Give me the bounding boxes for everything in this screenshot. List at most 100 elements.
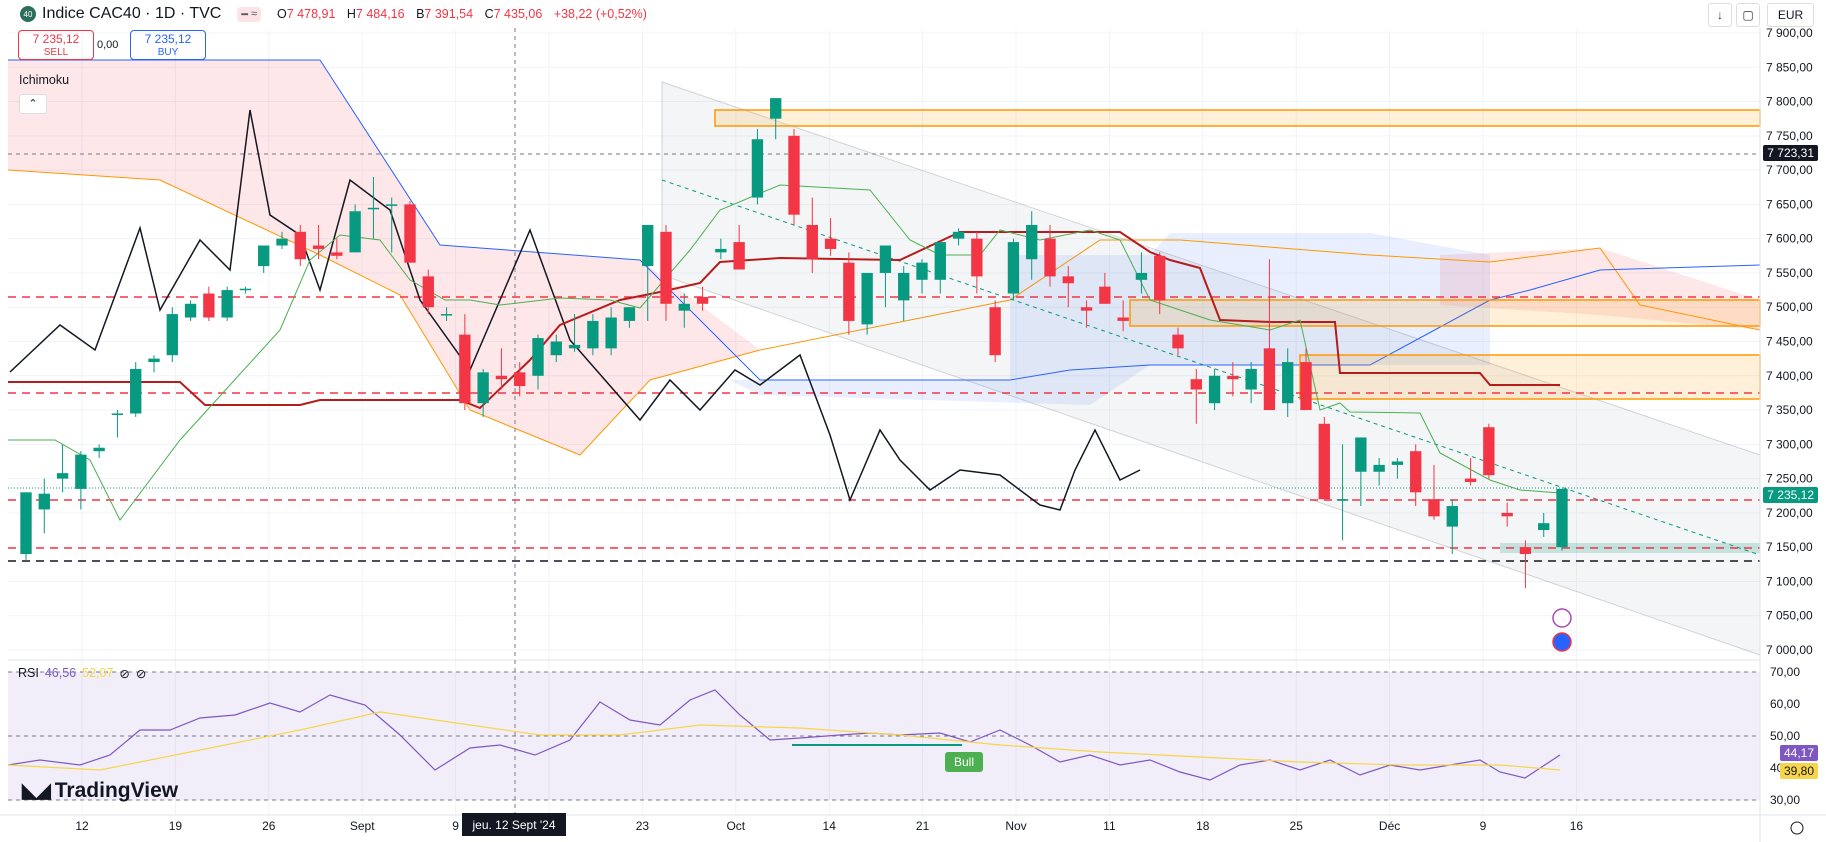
candle-body[interactable] xyxy=(111,413,124,415)
candle-body[interactable] xyxy=(751,139,764,198)
candle-body[interactable] xyxy=(1336,499,1349,501)
candle-body[interactable] xyxy=(422,276,434,308)
candle-body[interactable] xyxy=(568,344,581,349)
candle-body[interactable] xyxy=(733,242,745,270)
candle-body[interactable] xyxy=(440,314,453,316)
candle-body[interactable] xyxy=(1373,464,1385,472)
candle-body[interactable] xyxy=(331,252,343,256)
candle-body[interactable] xyxy=(166,314,178,356)
candle-body[interactable] xyxy=(130,368,142,414)
candle-body[interactable] xyxy=(221,290,233,318)
sell-button[interactable]: 7 235,12 SELL xyxy=(18,30,94,60)
rsi-legend[interactable]: RSI 46,56 52,07 ⊘ ⊘ xyxy=(18,666,146,681)
candle-body[interactable] xyxy=(367,207,380,210)
economic-event-icon[interactable] xyxy=(1552,632,1572,652)
candle-body[interactable] xyxy=(861,272,873,325)
candle-body[interactable] xyxy=(660,231,672,304)
candle-body[interactable] xyxy=(1318,423,1330,500)
candle-body[interactable] xyxy=(38,493,50,510)
candle-body[interactable] xyxy=(1135,272,1148,280)
candle-body[interactable] xyxy=(971,238,983,277)
candle-body[interactable] xyxy=(477,372,489,404)
candle-body[interactable] xyxy=(715,248,727,253)
candle-body[interactable] xyxy=(843,262,855,321)
candle-body[interactable] xyxy=(20,492,32,555)
candle-body[interactable] xyxy=(148,358,160,363)
tradingview-logo[interactable]: ◣◢ TradingView xyxy=(22,778,178,803)
candle-body[interactable] xyxy=(258,245,270,267)
candle-body[interactable] xyxy=(1190,379,1202,390)
candle-body[interactable] xyxy=(459,334,471,404)
candle-body[interactable] xyxy=(623,307,636,321)
candle-body[interactable] xyxy=(75,454,87,489)
candle-body[interactable] xyxy=(1556,488,1568,548)
candle-body[interactable] xyxy=(1410,451,1422,493)
candle-body[interactable] xyxy=(1099,286,1111,304)
candle-body[interactable] xyxy=(184,303,197,318)
candle-body[interactable] xyxy=(1208,375,1221,404)
candle-body[interactable] xyxy=(1300,362,1312,411)
candle-body[interactable] xyxy=(1026,224,1038,260)
candle-body[interactable] xyxy=(514,372,526,387)
candle-body[interactable] xyxy=(495,375,508,380)
buy-button[interactable]: 7 235,12 BUY xyxy=(130,30,206,60)
candle-body[interactable] xyxy=(788,135,800,215)
candle-body[interactable] xyxy=(294,231,306,260)
candle-body[interactable] xyxy=(56,473,69,479)
candle-body[interactable] xyxy=(1007,242,1020,294)
settings-gear-icon[interactable] xyxy=(1790,821,1804,835)
candle-body[interactable] xyxy=(824,238,837,249)
candle-body[interactable] xyxy=(1154,255,1166,301)
candle-body[interactable] xyxy=(93,447,105,452)
candle-body[interactable] xyxy=(1391,461,1404,465)
candle-body[interactable] xyxy=(239,288,252,291)
candle-body[interactable] xyxy=(532,338,544,376)
candle-body[interactable] xyxy=(1538,523,1550,531)
candle-body[interactable] xyxy=(678,303,690,311)
candle-body[interactable] xyxy=(386,204,398,206)
collapse-legend-button[interactable]: ⌃ xyxy=(19,94,47,114)
candle-body[interactable] xyxy=(1117,317,1129,321)
candle-body[interactable] xyxy=(605,317,617,349)
earnings-event-icon[interactable] xyxy=(1552,608,1572,628)
candle-body[interactable] xyxy=(1080,307,1093,311)
candle-body[interactable] xyxy=(1446,506,1458,527)
candle-body[interactable] xyxy=(276,238,288,246)
candle-body[interactable] xyxy=(916,262,928,280)
ichimoku-legend[interactable]: Ichimoku xyxy=(19,73,70,87)
candle-body[interactable] xyxy=(1227,375,1239,380)
candle-body[interactable] xyxy=(1483,427,1495,476)
visibility-toggle[interactable]: ━ ≈ xyxy=(237,6,261,22)
candle-body[interactable] xyxy=(879,245,892,273)
candle-body[interactable] xyxy=(1355,437,1367,472)
candle-body[interactable] xyxy=(934,242,946,280)
candle-body[interactable] xyxy=(1501,512,1513,517)
candle-body[interactable] xyxy=(952,231,965,239)
fullscreen-button[interactable]: ▢ xyxy=(1736,3,1760,27)
candle-body[interactable] xyxy=(642,224,654,267)
candle-body[interactable] xyxy=(550,341,562,356)
candle-body[interactable] xyxy=(1282,362,1294,404)
candle-body[interactable] xyxy=(1428,499,1440,517)
scroll-down-button[interactable]: ↓ xyxy=(1708,3,1732,27)
candle-body[interactable] xyxy=(1062,276,1074,284)
candle-body[interactable] xyxy=(1519,547,1532,555)
candle-body[interactable] xyxy=(989,307,1001,356)
symbol-title[interactable]: Indice CAC40 · 1D · TVC xyxy=(42,5,222,22)
candle-body[interactable] xyxy=(770,98,782,119)
candle-body[interactable] xyxy=(898,272,910,301)
candle-body[interactable] xyxy=(203,293,215,318)
candle-body[interactable] xyxy=(349,211,361,253)
candle-body[interactable] xyxy=(587,320,599,349)
candle-body[interactable] xyxy=(404,204,416,263)
currency-selector[interactable]: EUR xyxy=(1767,3,1814,27)
candle-body[interactable] xyxy=(1044,238,1056,277)
candle-body[interactable] xyxy=(312,245,325,249)
candle-body[interactable] xyxy=(806,224,818,260)
candle-body[interactable] xyxy=(1172,334,1184,349)
candle-body[interactable] xyxy=(1245,368,1257,390)
candle-body[interactable] xyxy=(1263,348,1276,411)
candle-body[interactable] xyxy=(696,296,709,304)
candle-body[interactable] xyxy=(1464,478,1477,483)
